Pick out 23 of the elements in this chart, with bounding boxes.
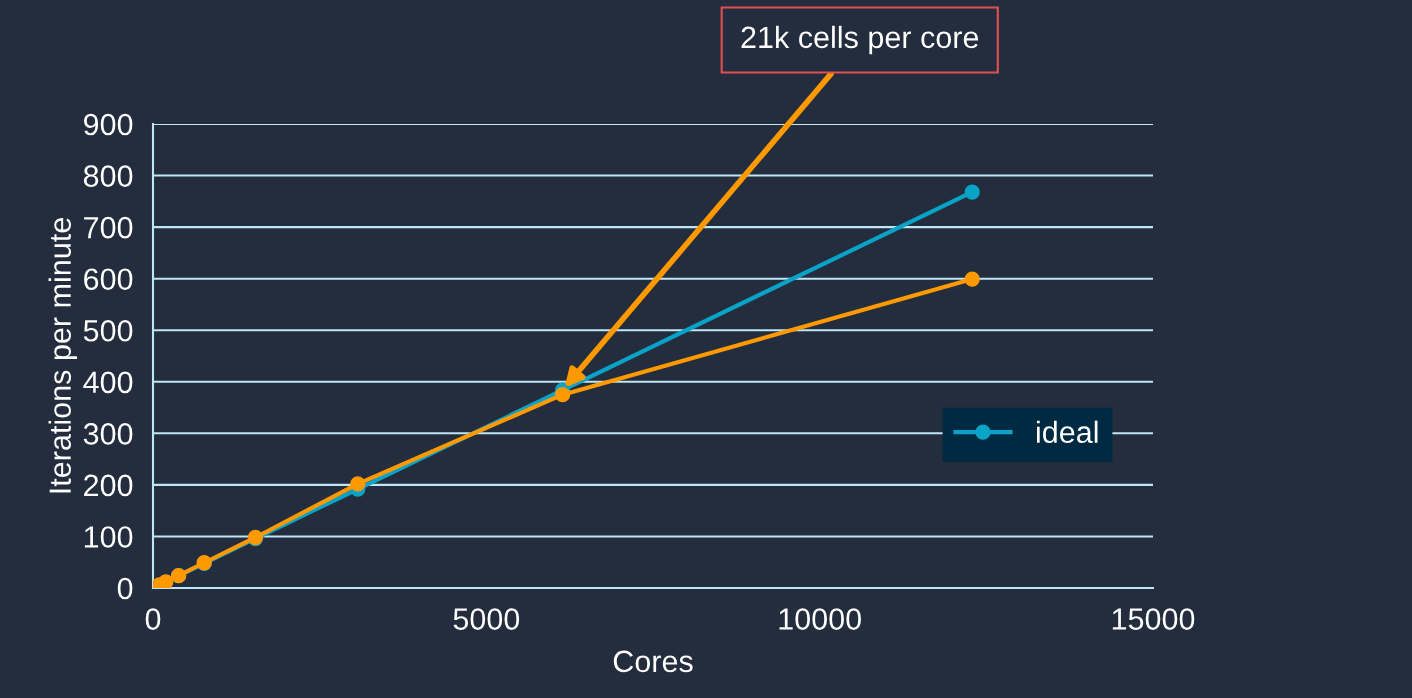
y-tick-label: 200 xyxy=(84,474,133,497)
y-tick-label: 500 xyxy=(83,319,133,342)
annotation: 21k cells per core xyxy=(741,25,979,55)
y-tick-label: 700 xyxy=(84,216,133,239)
point xyxy=(964,184,980,200)
point xyxy=(350,476,366,492)
point xyxy=(554,387,571,403)
x-tick-label: 0 xyxy=(145,608,161,630)
x-tick-label: 15000 xyxy=(1112,608,1195,630)
y-tick-label: 600 xyxy=(84,268,133,291)
point xyxy=(158,574,174,588)
x-tick-label: 5000 xyxy=(453,608,520,630)
legend-label: ideal xyxy=(1036,420,1098,444)
y-tick-label: 100 xyxy=(84,526,133,548)
y-tick-label: 800 xyxy=(83,165,133,187)
y-tick-label: 400 xyxy=(83,371,133,394)
x-axis-title: Cores xyxy=(613,650,693,673)
y-tick-label: 900 xyxy=(84,113,133,136)
y-tick-label: 0 xyxy=(117,577,133,600)
y-tick-label: 300 xyxy=(83,423,133,445)
x-tick-label: 10000 xyxy=(779,608,861,630)
point xyxy=(964,271,980,287)
y-axis-title: Iterations per minute xyxy=(48,218,78,493)
